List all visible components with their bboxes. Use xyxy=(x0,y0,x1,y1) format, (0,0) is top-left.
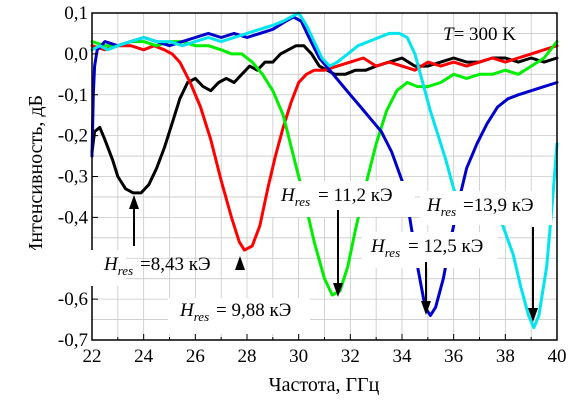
x-tick-label: 24 xyxy=(134,346,154,367)
annotation-label: Hres = 11,2 кЭ xyxy=(280,185,393,209)
annotation-label-bg xyxy=(8,250,126,286)
annotation-label: Hres =8,43 кЭ xyxy=(103,254,211,278)
annotation-arrow-head xyxy=(528,308,538,322)
annotation-label: Hres = 9,88 кЭ xyxy=(179,300,291,324)
annotation-label-value: = 11,2 кЭ xyxy=(318,185,393,206)
y-tick-label: -0,6 xyxy=(58,289,88,310)
annotation-label-value: = 9,88 кЭ xyxy=(216,300,291,321)
y-tick-label: 0,1 xyxy=(64,3,88,24)
annotation-label-bg xyxy=(271,181,415,217)
series-line-1 xyxy=(90,44,559,195)
y-tick-label: -0,2 xyxy=(58,126,88,147)
annotation-label-subscript: res xyxy=(295,194,310,209)
annotation-label-subscript: res xyxy=(385,245,400,260)
x-tick-label: 22 xyxy=(83,346,102,367)
annotation-label-symbol: H xyxy=(370,236,386,257)
annotation-arrow-head xyxy=(421,301,431,315)
annotation-label-value: =8,43 кЭ xyxy=(140,254,211,275)
y-axis-label: Интенсивность, дБ xyxy=(25,95,47,257)
annotation-label: Hres = 12,5 кЭ xyxy=(370,236,483,260)
annotation-label: Hres =13,9 кЭ xyxy=(426,195,534,219)
y-tick-label: -0,1 xyxy=(58,85,88,106)
y-tick-label: -0,4 xyxy=(58,207,89,228)
annotation-label-bg xyxy=(168,298,310,334)
x-tick-label: 36 xyxy=(444,346,463,367)
x-tick-label: 38 xyxy=(496,346,515,367)
x-tick-label: 28 xyxy=(238,346,257,367)
annotation-arrow-head xyxy=(333,283,343,297)
resonance-annotation: Hres = 9,88 кЭ xyxy=(168,256,310,334)
x-tick-label: 32 xyxy=(341,346,360,367)
annotation-label-symbol: H xyxy=(280,185,296,206)
resonance-annotation: Hres =8,43 кЭ xyxy=(8,195,211,286)
y-tick-label: 0,0 xyxy=(64,44,88,65)
x-tick-label: 26 xyxy=(186,346,205,367)
annotation-label-symbol: H xyxy=(426,195,442,216)
annotation-arrow-head xyxy=(129,195,139,209)
y-tick-label: -0,3 xyxy=(58,167,88,188)
annotation-label-bg xyxy=(420,191,552,225)
annotation-label-value: =13,9 кЭ xyxy=(463,195,534,216)
resonance-annotation: Hres = 11,2 кЭ xyxy=(271,181,415,297)
temperature-label: T= 300 K xyxy=(443,24,516,45)
annotation-label-symbol: H xyxy=(179,300,195,321)
x-tick-label: 34 xyxy=(393,346,413,367)
resonance-annotation: Hres = 12,5 кЭ xyxy=(362,232,498,315)
x-axis-label: Частота, ГГц xyxy=(269,374,380,396)
x-tick-label: 40 xyxy=(548,346,567,367)
x-tick-label: 30 xyxy=(289,346,308,367)
annotation-label-subscript: res xyxy=(441,204,456,219)
annotation-label-value: = 12,5 кЭ xyxy=(408,236,483,257)
annotation-label-symbol: H xyxy=(103,254,119,275)
annotation-label-bg xyxy=(362,232,498,268)
annotation-label-subscript: res xyxy=(118,263,133,278)
y-tick-label: -0,7 xyxy=(58,330,88,351)
series-line-2 xyxy=(90,44,559,252)
temperature-value: = 300 K xyxy=(454,24,517,45)
resonance-annotation: Hres =13,9 кЭ xyxy=(420,191,552,322)
annotation-arrow-head xyxy=(235,256,245,270)
temperature-symbol: T xyxy=(443,24,455,45)
annotation-label-subscript: res xyxy=(194,309,209,324)
